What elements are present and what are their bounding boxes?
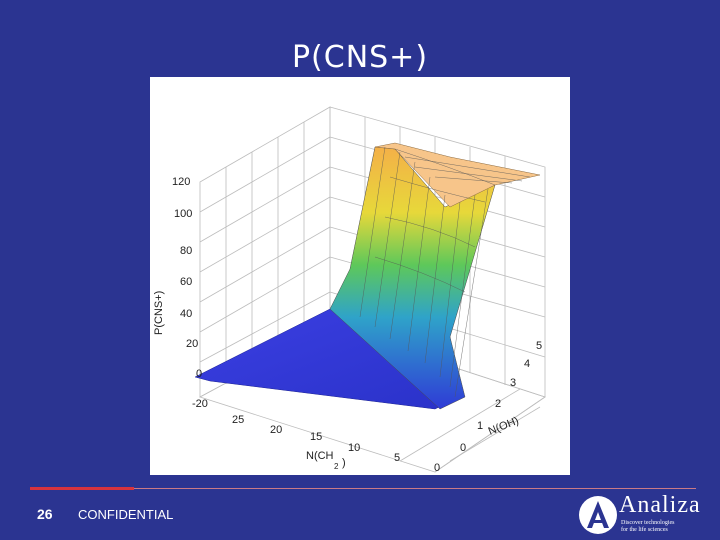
x-axis-label: N(CH [306,450,334,462]
z-tick: 80 [180,245,192,257]
x-axis-label-subscript: 2 [334,462,339,471]
x-tick: 15 [310,431,322,443]
footer-divider-accent [30,487,134,490]
logo-tagline-line1: Discover technologies [621,520,675,526]
surface-plot-svg: 120 100 80 60 40 20 0 -20 P(CNS+) 25 20 … [153,106,546,474]
y-axis-label: N(OH) [487,415,521,438]
slide-title: P(CNS+) [291,40,429,75]
y-tick: 5 [536,340,542,352]
surface-mesh [359,146,531,398]
logo-tagline-line2: for the life sciences [621,527,668,533]
x-tick: 5 [394,452,400,464]
confidential-label: CONFIDENTIAL [78,507,174,522]
x-tick: 20 [270,424,282,436]
z-tick: 60 [180,276,192,288]
footer-divider [30,488,696,489]
z-tick: 20 [186,338,198,350]
analiza-logo-icon [579,496,617,534]
z-tick: 0 [196,368,202,380]
x-tick: 0 [434,462,440,474]
x-tick: 10 [348,442,360,454]
surface-plot: 120 100 80 60 40 20 0 -20 P(CNS+) 25 20 … [150,77,570,475]
z-axis-ticks: 120 100 80 60 40 20 0 -20 [172,176,208,410]
z-tick: 100 [174,208,192,220]
x-axis-ticks: 25 20 15 10 5 0 [232,414,440,474]
logo-wordmark: Analiza [619,492,701,518]
x-tick: 25 [232,414,244,426]
z-axis-label: P(CNS+) [153,291,165,335]
y-tick: 1 [477,420,483,432]
y-axis-ticks: 0 1 2 3 4 5 [460,340,542,454]
logo-tagline: Discover technologies for the life scien… [621,520,701,534]
y-tick: 0 [460,442,466,454]
y-tick: 3 [510,377,516,389]
x-axis-label-end: ) [342,457,346,469]
analiza-logo: Analiza Discover technologies for the li… [575,492,700,538]
z-tick: -20 [192,398,208,410]
z-tick: 120 [172,176,190,188]
y-tick: 2 [495,398,501,410]
page-number: 26 [37,506,53,522]
z-tick: 40 [180,308,192,320]
y-tick: 4 [524,358,530,370]
